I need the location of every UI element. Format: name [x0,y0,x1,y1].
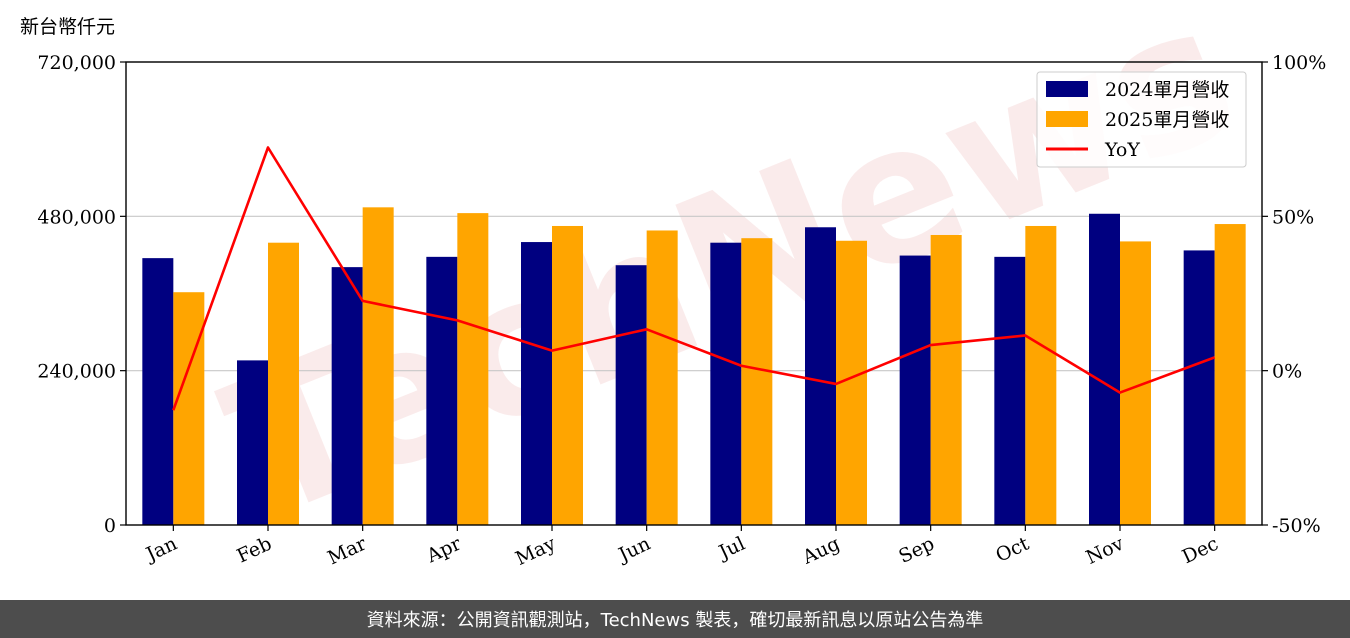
y-right-tick-label: 0% [1272,361,1302,383]
y-left-tick-label: 240,000 [37,361,116,383]
legend-box [1036,71,1247,168]
legend-swatch [1046,81,1088,97]
bar-series2 [268,242,299,525]
x-tick-label: Feb [234,533,276,568]
legend-label: 2025單月營收 [1105,109,1229,131]
x-tick-label: Dec [1179,533,1222,569]
bar-series1 [899,255,931,525]
legend-label: 2024單月營收 [1105,79,1229,101]
plot-frame [125,61,1263,526]
legend-label: YoY [1104,139,1140,161]
y-left-tick-label: 480,000 [37,206,116,228]
unit-label: 新台幣仟元 [20,16,115,38]
bar-series2 [930,234,962,526]
y-right-tick-label: -50% [1272,515,1321,537]
y-right-tick-label: 50% [1272,206,1314,228]
x-tick-label: Sep [895,533,937,568]
bar-series2 [646,230,678,525]
revenue-chart: TechNews 0240,000480,000720,000-50%0%50%… [20,0,1326,570]
x-tick-label: May [512,532,559,570]
bar-series1 [1089,213,1120,525]
yoy-line-group [172,146,1216,411]
y-left-tick-label: 720,000 [37,52,116,74]
x-tick-label: Nov [1083,532,1128,568]
x-tick-label: Apr [423,532,466,568]
y-left-tick-label: 0 [104,515,116,537]
x-tick-label: Aug [798,533,843,569]
x-tick-label: Oct [992,532,1032,566]
bar-series1 [710,242,742,525]
bar-series2 [362,207,394,525]
x-tick-label: Jul [714,533,749,565]
bar-series2 [1214,224,1246,526]
bar-series1 [994,256,1026,525]
bar-series2 [741,238,773,526]
legend: 2024單月營收 2025單月營收 YoY [1036,71,1247,168]
legend-swatch [1046,111,1088,127]
yoy-line [172,146,1216,411]
bar-series1 [426,256,458,525]
bar-series2 [552,225,583,525]
bar-series1 [1183,250,1215,525]
bar-series1 [615,265,647,525]
x-tick-label: Jun [614,533,654,567]
bar-series1 [331,267,363,525]
bar-series2 [1025,225,1057,525]
bar-series1 [805,227,836,526]
bar-series1 [521,242,552,526]
bar-series2 [173,292,205,525]
footer-source-note: 資料來源：公開資訊觀測站，TechNews 製表，確切最新訊息以原站公告為準 [0,600,1350,638]
bar-series2 [457,213,489,526]
bar-series1 [237,360,268,525]
x-tick-label: Jan [141,533,180,567]
y-right-tick-label: 100% [1272,52,1326,74]
bar-series1 [142,258,174,525]
